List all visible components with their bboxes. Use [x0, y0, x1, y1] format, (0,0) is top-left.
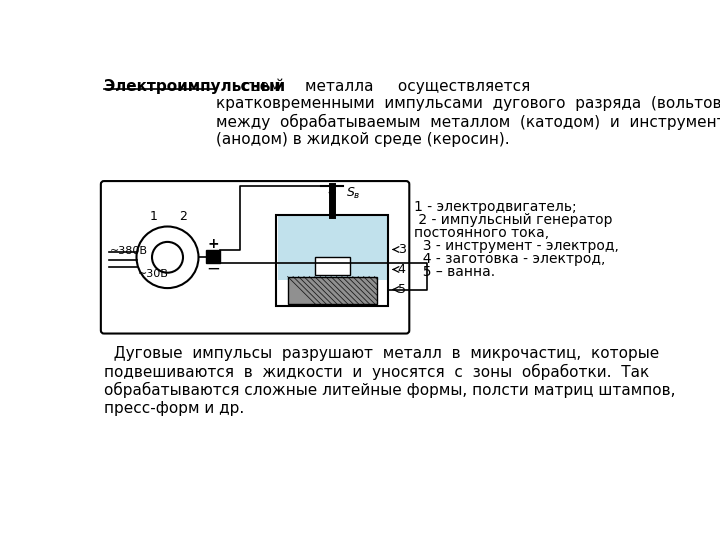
Text: 2: 2 [179, 210, 187, 222]
Bar [287, 276, 377, 304]
Text: 4 - заготовка - электрод,: 4 - заготовка - электрод, [414, 252, 606, 266]
Text: +: + [207, 237, 219, 251]
Circle shape [137, 226, 199, 288]
Text: $S_в$: $S_в$ [346, 186, 361, 201]
Bar [277, 217, 387, 280]
Text: 4: 4 [397, 263, 405, 276]
Text: ~30В: ~30В [138, 269, 169, 279]
Bar [315, 257, 350, 275]
FancyBboxPatch shape [101, 181, 409, 334]
Text: Электроимпульсный: Электроимпульсный [104, 79, 285, 94]
Circle shape [152, 242, 183, 273]
Text: ~380В: ~380В [110, 246, 148, 256]
Text: 5 – ванна.: 5 – ванна. [414, 265, 495, 279]
Text: Дуговые  импульсы  разрушают  металл  в  микрочастиц,  которые
подвешиваются  в : Дуговые импульсы разрушают металл в микр… [104, 346, 675, 416]
Text: 1: 1 [150, 210, 158, 222]
Text: постоянного тока,: постоянного тока, [414, 226, 549, 240]
Text: 5: 5 [397, 283, 405, 296]
Text: 3 - инструмент - электрод,: 3 - инструмент - электрод, [414, 239, 618, 253]
Text: 3: 3 [397, 243, 405, 256]
Text: 2 - импульсный генератор: 2 - импульсный генератор [414, 213, 613, 227]
Text: 1 - электродвигатель;: 1 - электродвигатель; [414, 200, 577, 213]
Text: −: − [207, 260, 220, 278]
Text: съем     металла     осуществляется
кратковременными  импульсами  дугового  разр: съем металла осуществляется кратковремен… [216, 79, 720, 147]
Bar [206, 249, 220, 264]
Bar [276, 215, 388, 306]
